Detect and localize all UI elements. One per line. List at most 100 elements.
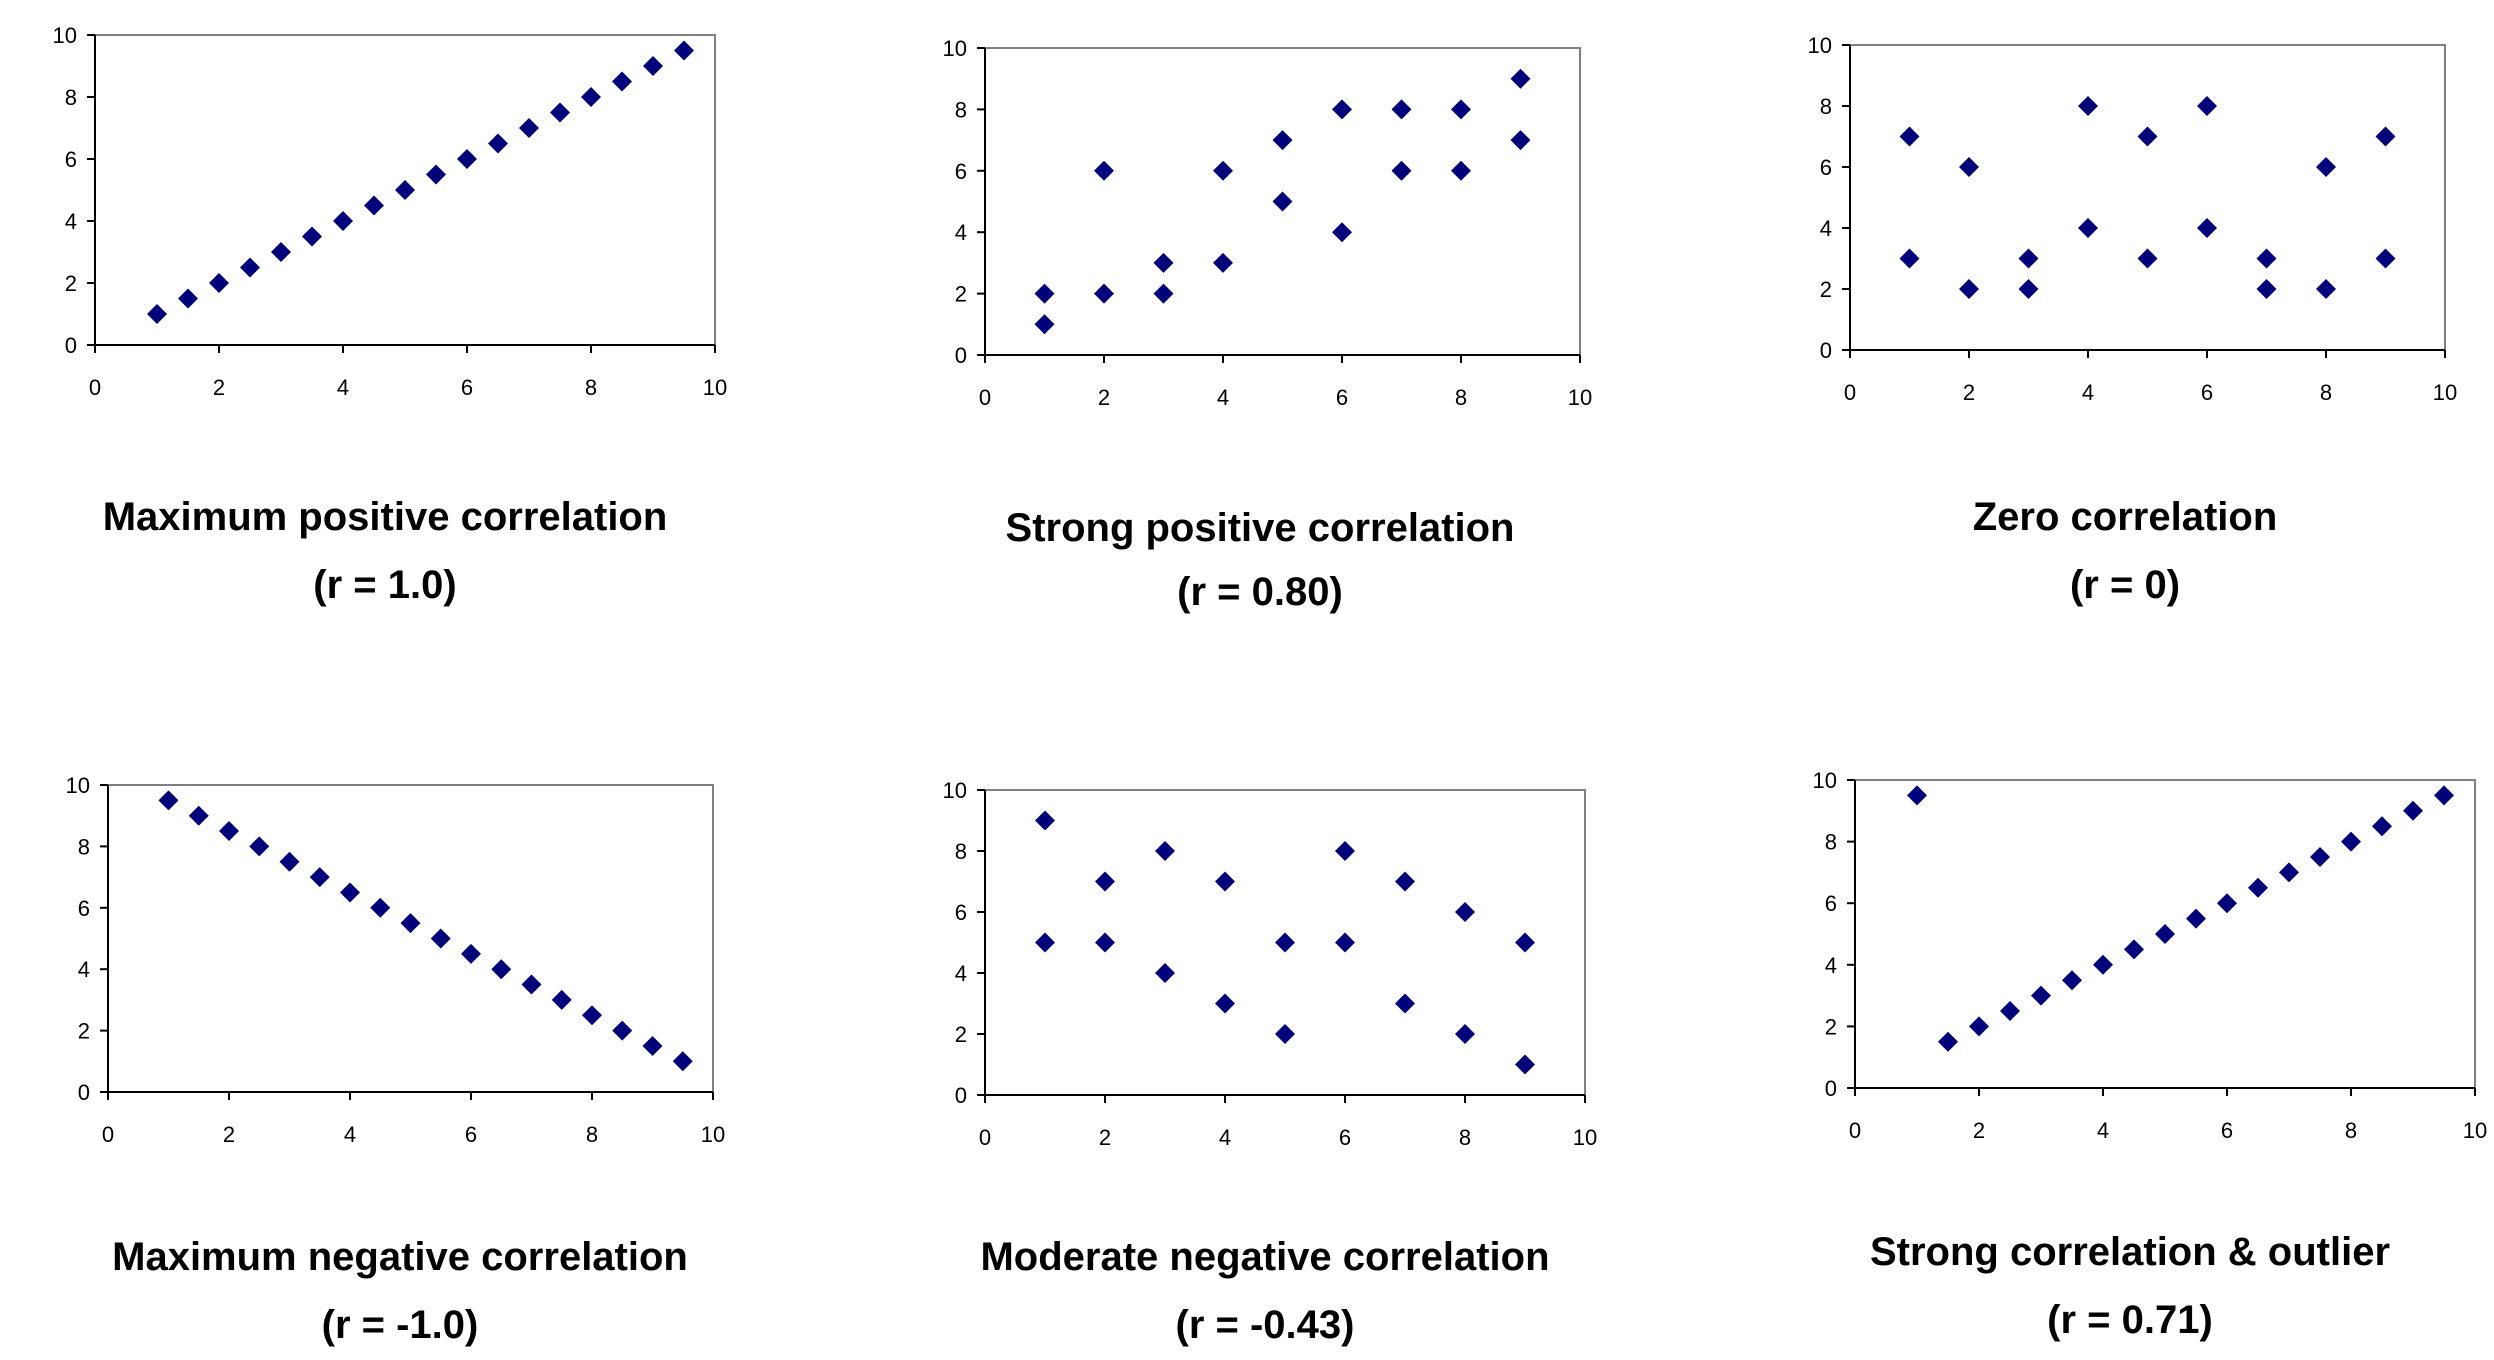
data-point [1035,810,1055,831]
data-point [400,913,421,934]
chart-subtitle: (r = -1.0) [322,1303,479,1347]
y-tick-label: 8 [78,834,90,859]
data-point [147,304,167,324]
data-point [426,164,446,185]
data-point [309,867,330,888]
data-point [612,1020,633,1041]
chart-title: Maximum negative correlation [112,1235,688,1279]
y-tick-label: 0 [78,1080,90,1105]
data-point [1391,160,1412,181]
data-point [2186,908,2206,929]
data-point [158,790,179,811]
data-point [1155,841,1175,861]
x-tick-label: 2 [1973,1118,1985,1143]
chart-panel-3: 0 2 4 6 8 10 0 2 4 6 8 10 Zero correlation (r = 0) [1808,33,2458,607]
x-tick-label: 0 [89,375,101,400]
y-tick-label: 10 [1808,33,1832,58]
data-point [1034,283,1055,304]
x-tick-label: 2 [213,375,225,400]
data-point [333,211,353,231]
chart-subtitle: (r = 0.71) [2047,1298,2213,1342]
y-tick-label: 6 [955,900,967,925]
data-point [491,959,512,980]
y-tick-label: 10 [1813,768,1837,793]
data-point [550,102,570,123]
data-point [2137,248,2158,269]
y-tick-label: 6 [1820,155,1832,180]
x-tick-label: 2 [1099,1125,1111,1150]
data-point [672,1051,693,1072]
x-tick-label: 10 [1568,385,1592,410]
x-tick-label: 0 [102,1122,114,1147]
data-point [1335,932,1355,953]
y-tick-label: 6 [955,159,967,184]
data-point [581,87,601,107]
data-point [1907,785,1927,806]
x-tick-label: 6 [2221,1118,2233,1143]
data-point [519,118,539,138]
data-point [340,882,360,903]
data-point [2256,279,2277,299]
chart-title: Moderate negative correlation [980,1235,1549,1279]
x-tick-label: 0 [979,385,991,410]
chart-panel-6: 0 2 4 6 8 10 0 2 4 6 8 10 Strong correlation & outli… [1813,768,2488,1342]
data-point [1332,99,1352,120]
data-point [2078,218,2098,238]
data-point [2279,862,2299,883]
x-tick-label: 4 [1219,1125,1231,1150]
x-tick-label: 2 [223,1122,235,1147]
y-tick-label: 0 [1820,338,1832,363]
x-tick-label: 8 [2345,1118,2357,1143]
y-tick-label: 10 [53,23,77,48]
y-tick-label: 10 [943,36,967,61]
data-point [1515,932,1535,953]
data-point [2434,785,2454,806]
y-tick-label: 6 [78,896,90,921]
data-point [457,149,477,169]
y-tick-label: 0 [65,333,77,358]
data-point [1455,1024,1475,1044]
data-point [1215,993,1235,1014]
y-tick-label: 0 [1825,1076,1837,1101]
data-point [1899,126,1920,147]
data-point [1510,130,1531,151]
data-point [2310,847,2330,867]
data-point [1335,841,1355,861]
x-tick-label: 8 [1455,385,1467,410]
x-tick-label: 10 [2463,1118,2487,1143]
data-point [2124,939,2144,960]
data-point [1213,252,1233,273]
data-point [1272,130,1293,151]
x-tick-label: 4 [337,375,349,400]
data-point [188,805,209,826]
x-tick-label: 8 [2320,380,2332,405]
data-point [1510,68,1531,89]
chart-subtitle: (r = 1.0) [313,563,456,607]
chart-panel-5: 0 2 4 6 8 10 0 2 4 6 8 10 Moderate negative correlat… [943,778,1598,1347]
data-point [2093,954,2113,975]
chart-title: Zero correlation [1973,495,2278,539]
data-point [249,836,270,857]
data-point [1451,99,1471,120]
data-point [2018,248,2039,269]
y-tick-label: 4 [78,957,90,982]
chart-title: Strong correlation & outlier [1870,1230,2390,1274]
data-point [2316,157,2336,177]
data-point [461,943,481,964]
y-tick-label: 4 [955,961,967,986]
data-point [2248,877,2268,898]
data-point [1035,932,1055,953]
x-tick-label: 2 [1963,380,1975,405]
data-point [2078,96,2098,116]
data-point [1959,157,1979,177]
data-point [1395,993,1415,1014]
chart-panel-1: 0 2 4 6 8 10 0 2 4 6 8 10 Maximum positive correlati… [53,23,728,607]
data-point [551,989,572,1010]
data-point [2018,279,2039,299]
y-tick-label: 2 [65,271,77,296]
y-tick-label: 4 [1825,953,1837,978]
chart-subtitle: (r = 0) [2070,563,2180,607]
chart-panel-2: 0 2 4 6 8 10 0 2 4 6 8 10 Strong positive correlatio… [943,36,1593,614]
data-point [209,273,229,293]
